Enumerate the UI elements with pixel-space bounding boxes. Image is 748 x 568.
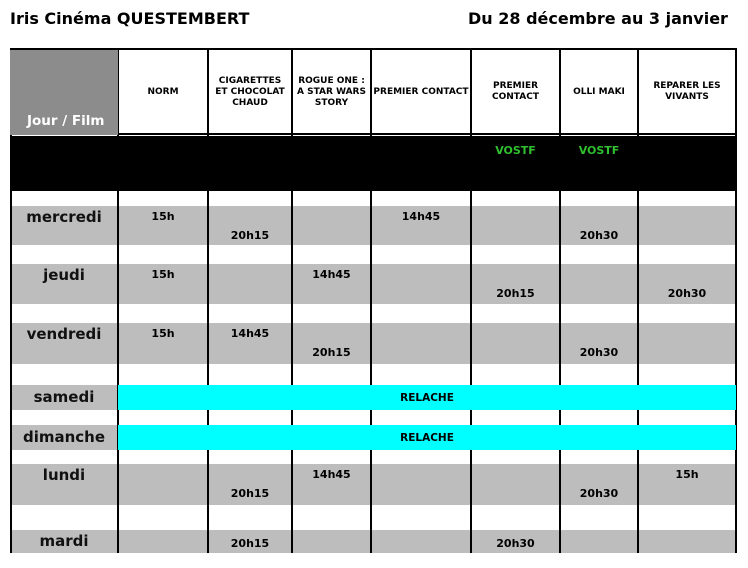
day-label-samedi: samedi — [33, 388, 95, 406]
grid-line — [117, 48, 119, 553]
grid-line — [10, 48, 12, 553]
row-band-mercredi — [10, 206, 737, 245]
row-band-jeudi — [10, 264, 737, 304]
table-top-border — [10, 48, 737, 50]
vostf-label-premier-contact: VOSTF — [495, 144, 536, 157]
day-label-jeudi: jeudi — [43, 266, 85, 284]
showtime-cell: 20h30 — [579, 229, 619, 242]
day-label-mardi: mardi — [39, 532, 89, 550]
vostf-label-olli-maki: VOSTF — [578, 144, 620, 157]
relache-band-samedi: RELACHE — [118, 385, 736, 410]
showtime-cell: 20h15 — [312, 346, 351, 359]
day-label-mercredi: mercredi — [26, 208, 102, 226]
row-band-vendredi — [10, 323, 737, 364]
grid-line — [637, 48, 639, 553]
day-label-lundi: lundi — [42, 466, 86, 484]
showtime-cell: 14h45 — [401, 210, 441, 223]
showtime-cell: 20h30 — [579, 346, 619, 359]
column-header-rogue-one: ROGUE ONE : A STAR WARS STORY — [297, 75, 366, 108]
day-label-dimanche: dimanche — [22, 428, 106, 446]
column-header-olli-maki: OLLI MAKI — [573, 86, 625, 97]
showtime-cell: 20h30 — [496, 537, 535, 550]
date-range: Du 28 décembre au 3 janvier — [468, 9, 728, 28]
showtime-cell: 14h45 — [312, 468, 351, 481]
version-band — [10, 136, 737, 191]
showtime-cell: 20h15 — [496, 287, 535, 300]
showtime-cell: 20h15 — [230, 537, 270, 550]
showtime-cell: 20h30 — [579, 487, 619, 500]
grid-line — [370, 48, 372, 553]
relache-band-dimanche: RELACHE — [118, 425, 736, 450]
corner-label: Jour / Film — [27, 113, 105, 129]
grid-line — [207, 48, 209, 553]
showtime-cell: 15h — [151, 210, 175, 223]
grid-line — [470, 48, 472, 553]
grid-line — [735, 48, 737, 553]
column-header-norm: NORM — [147, 86, 179, 97]
column-header-cigarettes-et-chocolat-chaud: CIGARETTES ET CHOCOLAT CHAUD — [215, 75, 285, 108]
showtime-cell: 20h15 — [230, 229, 270, 242]
showtime-cell: 20h15 — [230, 487, 270, 500]
schedule-table: Jour / Film NORM CIGARETTES ET CHOCOLAT … — [10, 48, 737, 568]
header-bottom-border — [10, 133, 737, 135]
column-header-reparer-les-vivants: REPARER LES VIVANTS — [653, 81, 721, 102]
day-label-vendredi: vendredi — [26, 325, 102, 343]
showtime-cell: 15h — [151, 327, 175, 340]
row-band-lundi — [10, 464, 737, 505]
corner-cell: Jour / Film — [10, 50, 118, 135]
showtime-cell: 14h45 — [230, 327, 270, 340]
showtime-cell: 14h45 — [312, 268, 351, 281]
showtime-cell: 15h — [675, 468, 699, 481]
column-header-premier-contact-vostf: PREMIER CONTACT — [492, 81, 539, 102]
grid-line — [559, 48, 561, 553]
page-title: Iris Cinéma QUESTEMBERT — [10, 9, 250, 28]
grid-line — [291, 48, 293, 553]
row-band-mardi — [10, 530, 737, 553]
showtime-cell: 15h — [151, 268, 175, 281]
column-header-premier-contact: PREMIER CONTACT — [373, 86, 469, 97]
showtime-cell: 20h30 — [667, 287, 707, 300]
